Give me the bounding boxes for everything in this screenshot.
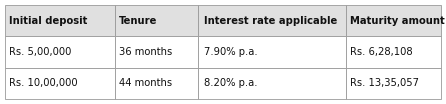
Text: 44 months: 44 months <box>119 78 172 88</box>
Bar <box>198 5 346 36</box>
Text: Tenure: Tenure <box>119 16 157 26</box>
Bar <box>346 5 441 36</box>
Bar <box>346 68 441 99</box>
Bar <box>116 5 198 36</box>
Bar <box>5 36 116 68</box>
Text: Interest rate applicable: Interest rate applicable <box>203 16 337 26</box>
Bar <box>5 68 116 99</box>
Text: Rs. 10,00,000: Rs. 10,00,000 <box>9 78 78 88</box>
Text: Rs. 13,35,057: Rs. 13,35,057 <box>350 78 419 88</box>
Text: Rs. 6,28,108: Rs. 6,28,108 <box>350 47 413 57</box>
Bar <box>346 36 441 68</box>
Text: Rs. 5,00,000: Rs. 5,00,000 <box>9 47 72 57</box>
Text: 8.20% p.a.: 8.20% p.a. <box>203 78 257 88</box>
Bar <box>116 36 198 68</box>
Text: Maturity amount: Maturity amount <box>350 16 445 26</box>
Text: 36 months: 36 months <box>119 47 172 57</box>
Text: Initial deposit: Initial deposit <box>9 16 88 26</box>
Text: 7.90% p.a.: 7.90% p.a. <box>203 47 257 57</box>
Bar <box>116 68 198 99</box>
Bar <box>198 36 346 68</box>
Bar <box>5 5 116 36</box>
Bar <box>198 68 346 99</box>
